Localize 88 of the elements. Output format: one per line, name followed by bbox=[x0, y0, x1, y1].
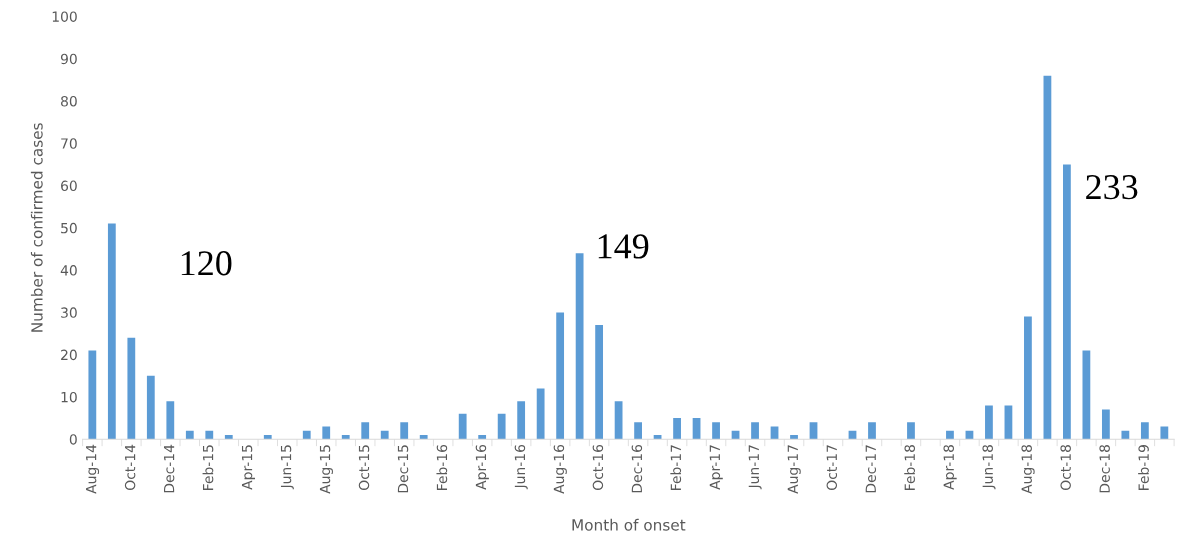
bar bbox=[419, 434, 428, 440]
x-tick-label: Apr-16 bbox=[475, 444, 489, 490]
x-tick-label: Feb-18 bbox=[904, 445, 915, 490]
x-tick-label: Oct-16 bbox=[592, 444, 604, 490]
bar bbox=[575, 253, 584, 440]
bar bbox=[322, 426, 331, 440]
bar bbox=[380, 430, 389, 440]
y-tick-label: 80 bbox=[61, 95, 77, 107]
bar bbox=[1063, 164, 1071, 440]
y-axis-title: Number of confirmed cases bbox=[30, 123, 43, 332]
x-tick-label: Apr-17 bbox=[709, 445, 723, 490]
bar bbox=[1004, 405, 1013, 440]
bar bbox=[712, 422, 720, 440]
x-tick-label: Jun-18 bbox=[982, 445, 996, 490]
y-tick-label: 10 bbox=[61, 391, 77, 403]
x-tick-label: Aug-16 bbox=[553, 444, 567, 494]
bar bbox=[341, 434, 350, 440]
bar bbox=[985, 405, 993, 440]
bar bbox=[809, 422, 818, 440]
x-tick-label: Apr-15 bbox=[241, 445, 255, 490]
x-tick-label: Jun-16 bbox=[514, 444, 528, 490]
y-tick-label: 40 bbox=[60, 265, 77, 276]
y-tick-label: 50 bbox=[61, 222, 77, 234]
x-tick-label: Dec-17 bbox=[865, 445, 877, 493]
y-tick-label: 90 bbox=[60, 53, 77, 65]
bar bbox=[107, 223, 116, 440]
x-tick-label: Oct-14 bbox=[124, 444, 136, 490]
x-tick-label: Dec-14 bbox=[164, 444, 175, 493]
bar bbox=[595, 325, 604, 440]
bar bbox=[458, 413, 467, 440]
y-tick-label: 60 bbox=[61, 180, 77, 192]
bar bbox=[751, 422, 759, 440]
bar bbox=[146, 375, 155, 440]
bar bbox=[1121, 430, 1130, 440]
x-tick-label: Feb-17 bbox=[670, 445, 682, 490]
bar bbox=[614, 401, 623, 440]
y-tick-label: 0 bbox=[69, 434, 77, 445]
bar bbox=[790, 434, 798, 440]
bar bbox=[1140, 422, 1149, 440]
bar bbox=[556, 312, 565, 440]
bar bbox=[224, 434, 233, 440]
bar bbox=[88, 350, 97, 440]
x-tick-label: Aug-14 bbox=[86, 444, 100, 494]
x-tick-label: Aug-18 bbox=[1021, 445, 1035, 494]
x-tick-label: Feb-16 bbox=[436, 444, 448, 490]
y-tick-label: 70 bbox=[61, 138, 77, 149]
annotation: 233 bbox=[1086, 175, 1138, 200]
bar bbox=[946, 430, 954, 440]
bar bbox=[907, 422, 915, 440]
bar bbox=[166, 401, 175, 440]
x-tick-label: Aug-15 bbox=[319, 445, 333, 494]
x-tick-label: Dec-16 bbox=[631, 444, 643, 493]
y-tick-label: 20 bbox=[61, 349, 77, 361]
bar bbox=[1160, 426, 1169, 440]
annotation: 149 bbox=[598, 234, 649, 259]
bar bbox=[497, 413, 506, 440]
bar bbox=[536, 388, 545, 440]
bar bbox=[302, 430, 311, 440]
x-tick-label: Feb-15 bbox=[202, 445, 214, 490]
x-axis-title: Month of onset bbox=[572, 518, 686, 531]
annotation: 120 bbox=[181, 251, 232, 276]
y-tick-label: 30 bbox=[61, 307, 77, 318]
bar bbox=[361, 422, 370, 440]
bar bbox=[263, 434, 272, 440]
bar bbox=[517, 401, 526, 440]
bar bbox=[634, 422, 642, 440]
x-tick-label: Apr-18 bbox=[943, 445, 957, 490]
x-tick-label: Oct-18 bbox=[1060, 445, 1071, 490]
x-tick-label: Jun-17 bbox=[748, 445, 762, 490]
x-tick-label: Feb-19 bbox=[1138, 445, 1149, 490]
x-tick-label: Jun-15 bbox=[280, 445, 294, 490]
x-tick-label: Oct-17 bbox=[826, 445, 838, 490]
x-tick-label: Dec-18 bbox=[1099, 445, 1110, 493]
bar bbox=[1082, 350, 1091, 440]
x-tick-label: Oct-15 bbox=[358, 445, 370, 490]
x-tick-label: Dec-15 bbox=[397, 445, 409, 493]
bar bbox=[478, 434, 487, 440]
bar bbox=[1101, 409, 1110, 440]
y-tick-label: 100 bbox=[52, 11, 77, 22]
bar bbox=[127, 337, 136, 440]
bar bbox=[400, 422, 409, 440]
bar bbox=[205, 430, 214, 440]
bar bbox=[1043, 75, 1052, 440]
bar bbox=[1024, 316, 1032, 440]
x-tick-label: Aug-17 bbox=[787, 445, 801, 494]
bar bbox=[185, 430, 194, 440]
bar bbox=[868, 422, 876, 440]
bar bbox=[673, 418, 681, 440]
